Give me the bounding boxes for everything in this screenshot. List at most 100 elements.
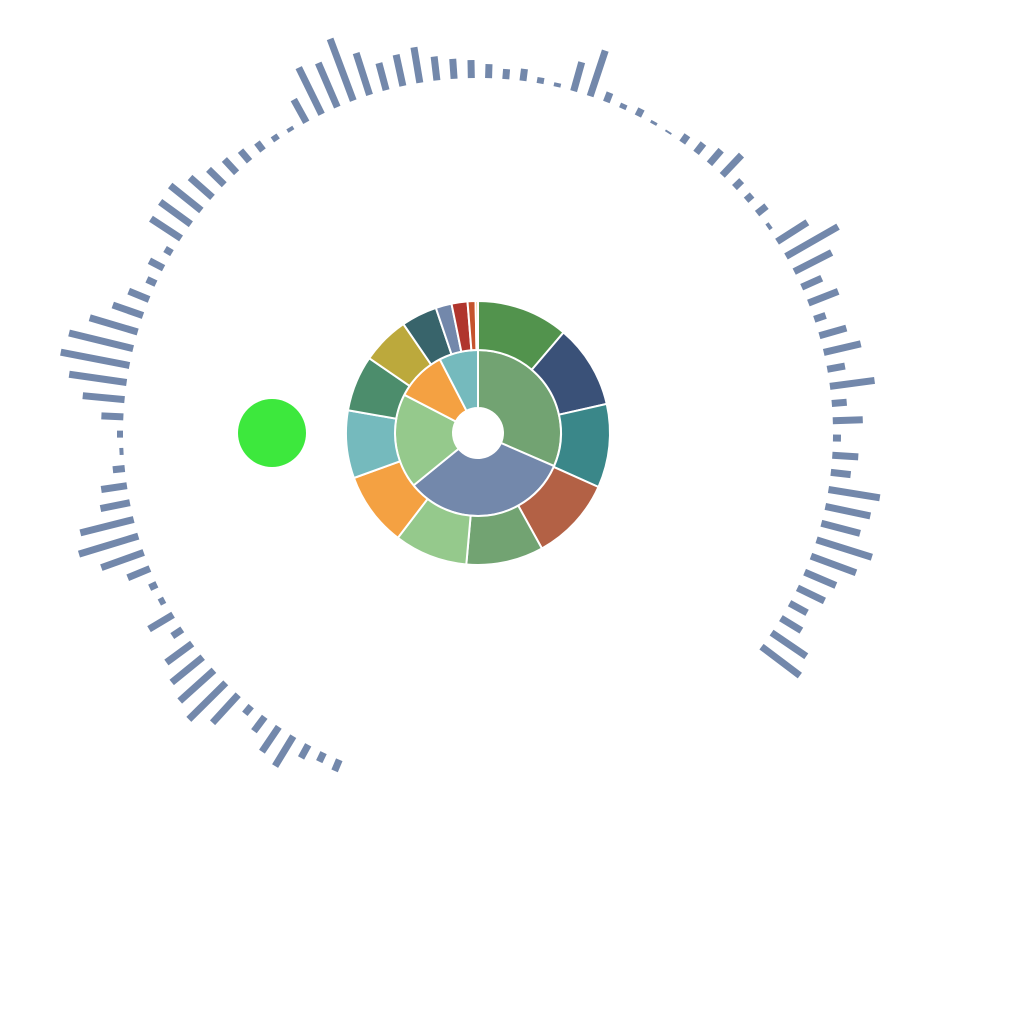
scatter-point-1 <box>238 399 306 467</box>
radial-bar-87 <box>829 376 875 390</box>
radial-bar-63 <box>570 61 586 93</box>
radial-bar-38 <box>158 199 193 228</box>
radial-bar-52 <box>375 62 390 92</box>
radial-bar-43 <box>237 148 253 164</box>
radial-bar-23 <box>112 465 126 474</box>
radial-bar-67 <box>634 107 645 118</box>
radial-bar-71 <box>693 141 707 156</box>
radial-bar-93 <box>827 486 881 502</box>
radial-bar-56 <box>449 58 458 80</box>
radial-bar-74 <box>732 178 745 191</box>
radial-bar-16 <box>148 581 159 591</box>
radial-bar-69 <box>664 129 672 135</box>
radial-bar-78 <box>775 219 810 245</box>
radial-bar-45 <box>270 133 280 143</box>
radial-bar-8 <box>209 692 241 726</box>
radial-bar-50 <box>326 37 357 102</box>
radial-bar-29 <box>60 348 131 369</box>
radial-bar-49 <box>315 61 341 109</box>
radial-bar-65 <box>603 91 614 104</box>
radial-bar-6 <box>251 714 268 734</box>
radial-bar-101 <box>779 615 804 634</box>
radial-bar-9 <box>186 680 229 722</box>
radial-bar-15 <box>157 596 167 606</box>
radial-bar-17 <box>126 565 152 581</box>
radial-bar-35 <box>147 257 166 272</box>
radial-bar-61 <box>536 76 545 85</box>
radial-bar-37 <box>149 215 183 242</box>
radial-bar-92 <box>830 468 852 479</box>
radial-bar-89 <box>832 416 863 425</box>
radial-bar-83 <box>813 312 827 323</box>
radial-bar-103 <box>759 643 802 679</box>
radial-bar-26 <box>101 412 124 421</box>
radial-bar-4 <box>272 734 297 768</box>
radial-bar-36 <box>163 246 174 257</box>
radial-bar-34 <box>145 276 158 287</box>
radial-bar-97 <box>809 552 858 577</box>
radial-bar-13 <box>170 626 185 639</box>
radial-bar-20 <box>79 516 135 537</box>
radial-bar-55 <box>430 56 441 81</box>
radial-bar-99 <box>795 584 826 605</box>
radial-bar-30 <box>68 329 134 353</box>
radial-bar-27 <box>82 392 125 404</box>
radial-bar-75 <box>743 192 755 203</box>
radial-bar-28 <box>68 370 128 386</box>
radial-bar-14 <box>147 611 175 633</box>
radial-bar-79 <box>784 223 840 260</box>
radial-bar-102 <box>769 629 809 660</box>
radial-bar-33 <box>127 287 151 303</box>
radial-bar-5 <box>259 724 282 754</box>
radial-bar-86 <box>826 362 846 373</box>
radial-bar-12 <box>164 640 195 666</box>
radial-bar-70 <box>679 133 691 145</box>
radial-bar-32 <box>111 301 145 319</box>
radial-bar-59 <box>502 68 511 80</box>
sunburst-outer-segment-15 <box>474 299 479 352</box>
radial-bar-82 <box>807 288 840 307</box>
radial-bar-47 <box>290 97 310 124</box>
radial-bar-73 <box>719 152 745 178</box>
radial-bar-42 <box>221 157 240 176</box>
radial-bar-54 <box>410 46 424 84</box>
radial-bar-7 <box>242 703 254 717</box>
radial-bar-22 <box>100 482 128 493</box>
radial-bar-2 <box>316 751 327 764</box>
radial-bar-1 <box>331 758 343 773</box>
radial-bar-48 <box>295 66 325 116</box>
radial-bar-53 <box>392 54 407 87</box>
radial-bar-88 <box>831 398 848 408</box>
radial-bar-100 <box>787 600 809 616</box>
sunburst-chart <box>345 299 611 566</box>
radial-bar-51 <box>352 51 373 97</box>
radial-bar-72 <box>706 147 724 167</box>
radial-bar-81 <box>800 274 824 291</box>
radial-bar-95 <box>820 519 861 537</box>
radial-bar-85 <box>822 340 862 356</box>
radial-bar-31 <box>88 314 139 336</box>
radial-bar-series <box>60 37 881 773</box>
radial-bar-19 <box>77 532 140 558</box>
radial-bar-91 <box>832 451 859 461</box>
radial-bar-76 <box>754 203 769 217</box>
radial-bar-10 <box>177 667 217 704</box>
radial-bar-3 <box>297 743 312 760</box>
radial-bar-98 <box>803 568 838 589</box>
radial-bar-96 <box>815 536 873 561</box>
radial-bar-94 <box>824 503 872 520</box>
radial-bar-77 <box>765 222 773 231</box>
radial-bar-84 <box>818 324 848 340</box>
radial-bar-60 <box>519 68 528 82</box>
radial-bar-46 <box>286 125 295 133</box>
radial-bar-68 <box>650 119 658 126</box>
radial-bar-62 <box>553 82 562 88</box>
radial-bar-64 <box>586 49 609 98</box>
scatter-points <box>238 399 306 467</box>
radial-bar-66 <box>619 102 628 111</box>
radial-bar-11 <box>169 654 205 686</box>
radial-bar-44 <box>254 140 266 153</box>
radial-bar-18 <box>100 549 145 571</box>
radial-bar-21 <box>99 499 131 512</box>
